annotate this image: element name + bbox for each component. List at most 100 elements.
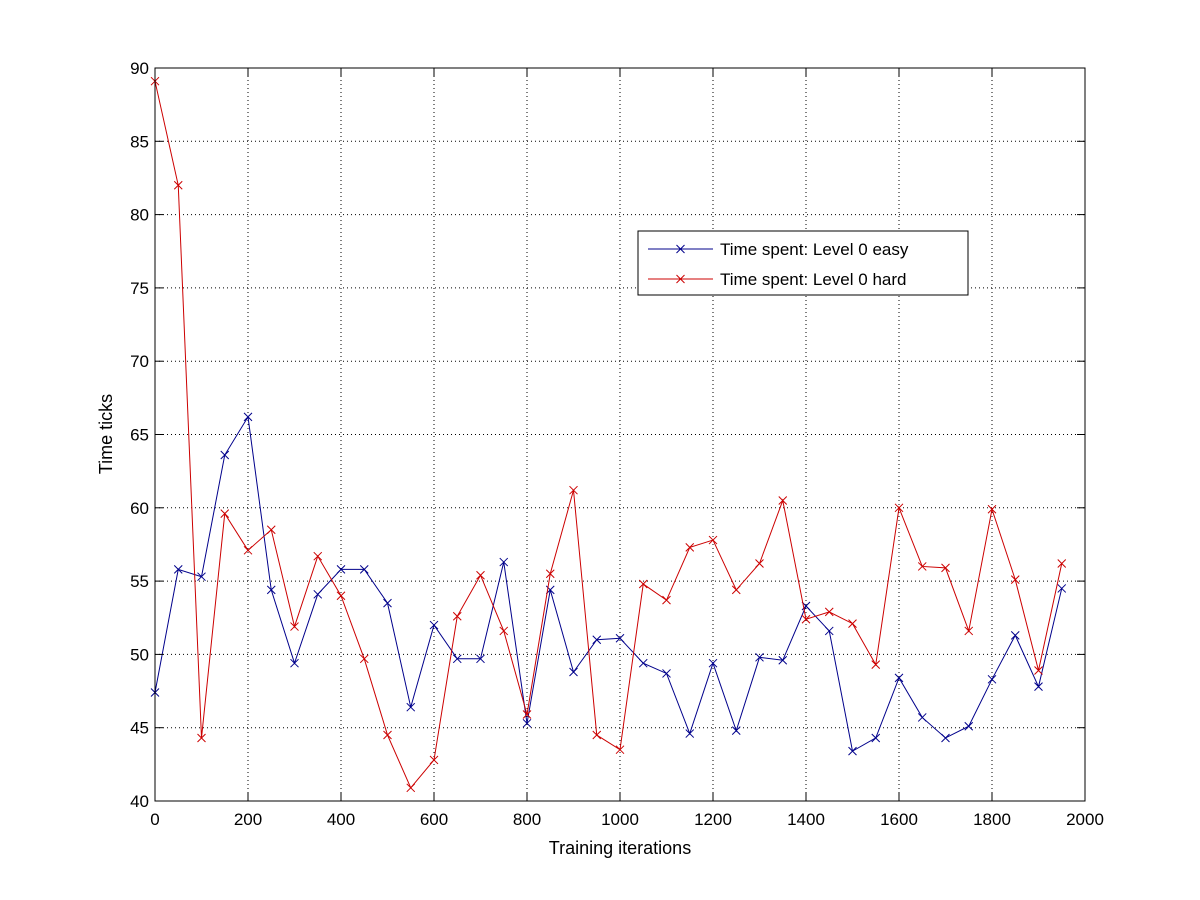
data-point-marker (731, 726, 741, 735)
y-tick-label: 90 (130, 59, 149, 78)
legend-label: Time spent: Level 0 easy (720, 240, 909, 259)
data-point-marker (638, 658, 648, 668)
data-point-marker (1034, 666, 1043, 675)
data-point-marker (359, 654, 369, 664)
data-point-marker (429, 755, 439, 765)
data-point-marker (290, 658, 299, 668)
y-tick-label: 55 (130, 572, 149, 591)
data-point-marker (871, 733, 881, 743)
data-point-marker (243, 545, 253, 555)
data-point-marker (1057, 584, 1067, 593)
data-point-marker (173, 180, 183, 190)
legend-marker-sample (676, 274, 685, 284)
data-point-marker (243, 412, 253, 422)
data-point-marker (755, 652, 764, 662)
data-point-marker (848, 619, 857, 628)
x-tick-label: 1800 (973, 810, 1011, 829)
data-point-marker (499, 557, 509, 567)
data-point-marker (290, 622, 299, 631)
data-point-marker (894, 673, 904, 683)
x-tick-label: 1000 (601, 810, 639, 829)
data-point-marker (569, 667, 578, 677)
legend: Time spent: Level 0 easy Time spent: Leve… (637, 230, 969, 296)
x-tick-label: 800 (513, 810, 541, 829)
data-point-marker (1010, 575, 1020, 584)
data-point-marker (871, 660, 881, 670)
data-point-marker (336, 591, 346, 601)
data-point-marker (941, 563, 950, 573)
x-tick-label: 200 (234, 810, 262, 829)
data-point-marker (592, 635, 602, 645)
grid-lines (155, 68, 1085, 801)
data-point-marker (662, 669, 671, 678)
data-point-marker (266, 525, 276, 535)
data-point-marker (824, 626, 834, 636)
y-tick-label: 50 (130, 645, 149, 664)
data-point-marker (894, 503, 904, 513)
data-point-marker (313, 589, 323, 599)
data-point-marker (941, 733, 950, 743)
data-point-marker (1057, 559, 1067, 568)
data-point-marker (685, 543, 695, 552)
data-point-marker (778, 496, 788, 505)
data-point-marker (406, 783, 416, 793)
data-point-marker (638, 579, 648, 589)
data-point-marker (917, 562, 927, 571)
data-point-marker (173, 565, 183, 574)
x-tick-label: 1600 (880, 810, 918, 829)
data-point-marker (522, 710, 532, 719)
legend-label: Time spent: Level 0 hard (720, 270, 906, 289)
axis-ticks: 0 200 400 600 800 1000 1200 1400 1600 1800 2000 40 4… (130, 59, 1104, 829)
data-point-marker (708, 535, 718, 545)
data-point-marker (569, 485, 578, 495)
x-tick-label: 400 (327, 810, 355, 829)
data-point-marker (197, 733, 206, 743)
series-layer (150, 76, 1067, 793)
data-point-marker (406, 702, 416, 712)
series-line (154, 415, 1063, 752)
data-point-marker (220, 509, 230, 519)
data-point-marker (313, 551, 323, 561)
legend-box (637, 230, 969, 296)
data-point-marker (499, 626, 509, 636)
y-tick-label: 75 (130, 279, 149, 298)
data-point-marker (429, 620, 439, 630)
data-point-marker (266, 585, 276, 595)
data-point-marker (708, 658, 718, 668)
data-point-marker (383, 598, 392, 608)
x-tick-label: 1400 (787, 810, 825, 829)
data-point-marker (1010, 630, 1020, 640)
data-point-marker (731, 585, 741, 595)
y-tick-label: 40 (130, 792, 149, 811)
data-point-marker (1034, 682, 1043, 692)
data-point-marker (824, 607, 834, 617)
series-group-1 (150, 76, 1067, 793)
data-point-marker (615, 633, 625, 643)
data-point-marker (220, 450, 230, 460)
y-tick-label: 60 (130, 499, 149, 518)
data-point-marker (987, 504, 997, 514)
y-axis-title: Time ticks (96, 394, 116, 474)
data-point-marker (917, 713, 927, 722)
data-point-marker (848, 746, 857, 756)
y-tick-label: 85 (130, 132, 149, 151)
data-point-marker (778, 655, 788, 665)
y-tick-label: 45 (130, 719, 149, 738)
data-point-marker (545, 569, 555, 579)
x-tick-label: 600 (420, 810, 448, 829)
data-point-marker (197, 572, 206, 582)
data-point-marker (662, 595, 671, 605)
legend-marker-sample (676, 244, 685, 254)
y-tick-label: 70 (130, 352, 149, 371)
x-tick-label: 1200 (694, 810, 732, 829)
data-point-marker (476, 570, 485, 580)
x-tick-label: 2000 (1066, 810, 1104, 829)
data-point-marker (592, 730, 602, 740)
data-point-marker (964, 721, 974, 731)
x-tick-label: 0 (150, 810, 159, 829)
data-point-marker (336, 565, 346, 574)
data-point-marker (476, 654, 485, 664)
data-point-marker (615, 745, 625, 755)
data-point-marker (383, 730, 392, 740)
